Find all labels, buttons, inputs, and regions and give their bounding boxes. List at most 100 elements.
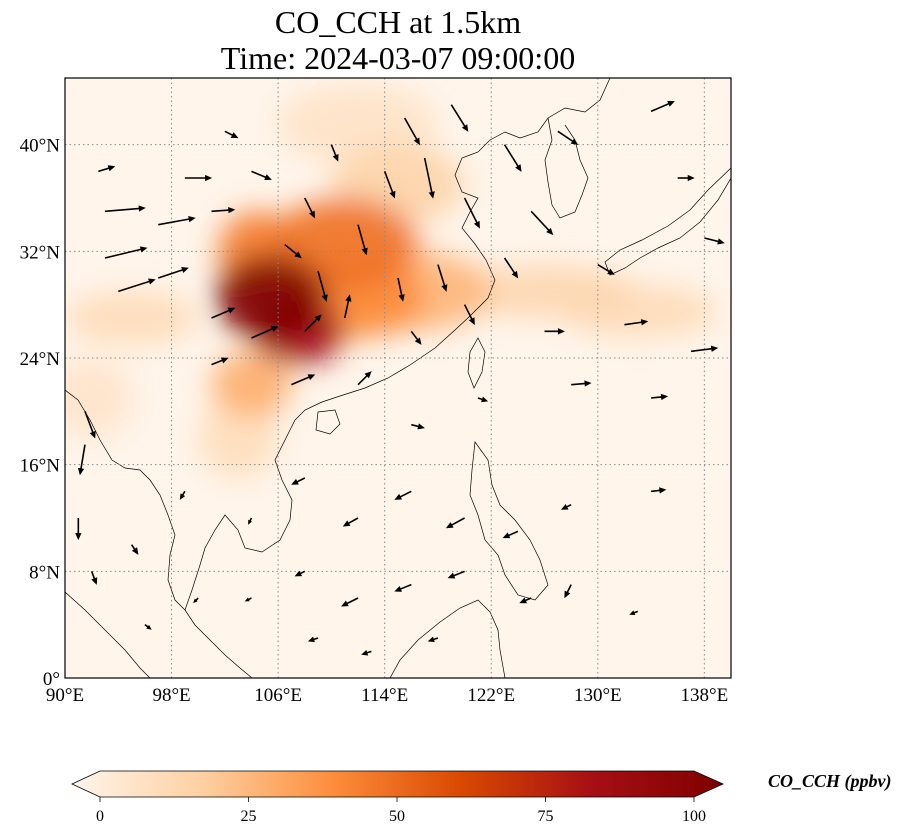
wind-arrow (179, 490, 186, 500)
wind-arrow (357, 371, 372, 386)
colorbar-tick-label: 0 (96, 808, 104, 825)
wind-arrow (411, 423, 425, 430)
wind-arrow (104, 205, 146, 213)
wind-arrow (651, 393, 669, 401)
wind-arrow (84, 411, 96, 439)
coastline-korea (544, 117, 589, 219)
wind-arrow (193, 597, 199, 604)
map-title-line1: CO_CCH at 1.5km (274, 4, 522, 40)
lon-tick-label: 90°E (46, 685, 84, 706)
lat-tick-label: 40°N (20, 136, 61, 157)
wind-arrow (291, 477, 306, 485)
wind-arrow (90, 571, 98, 585)
lat-tick-label: 16°N (20, 456, 61, 477)
wind-arrow (294, 570, 306, 577)
graticule (65, 78, 731, 678)
wind-arrow (330, 144, 339, 162)
wind-arrow (450, 104, 469, 132)
wind-arrow (544, 328, 565, 335)
wind-arrow (343, 294, 352, 319)
colorbar-tick-label: 75 (538, 808, 554, 825)
wind-arrow (560, 503, 572, 510)
wind-arrow (224, 130, 239, 139)
coastline-borneo (389, 599, 506, 678)
map-title-line2: Time: 2024-03-07 09:00:00 (220, 40, 576, 76)
wind-arrow (357, 224, 368, 256)
wind-arrow (251, 170, 272, 181)
lat-tick-label: 24°N (20, 349, 61, 370)
wind-arrow (118, 278, 156, 293)
wind-arrow (597, 263, 615, 275)
wind-arrow (304, 197, 315, 219)
lat-tick-label: 8°N (29, 562, 60, 583)
wind-arrow (211, 307, 236, 319)
coastline-china-east (294, 78, 611, 421)
coastlines (65, 78, 731, 678)
wind-arrow (397, 277, 405, 302)
wind-arrow (291, 374, 316, 386)
wind-arrow (284, 244, 302, 259)
wind-arrow (624, 319, 649, 326)
wind-arrow (502, 530, 519, 539)
wind-arrow (677, 174, 695, 182)
wind-arrow (650, 487, 667, 494)
wind-arrow (571, 380, 592, 387)
latitude-ticks: 0° 8°N 16°N 24°N 32°N 40°N (20, 136, 61, 690)
colorbar: 0 25 50 75 100 CO_CCH (ppbv) (71, 770, 892, 825)
colorbar-body (71, 770, 724, 798)
wind-arrow (130, 544, 139, 555)
wind-arrow (477, 396, 489, 403)
wind-arrow (304, 314, 322, 332)
lon-tick-label: 106°E (254, 685, 302, 706)
coastline-malay-peninsula (184, 609, 253, 678)
wind-arrow (530, 210, 554, 236)
wind-arrow (248, 517, 253, 525)
wind-arrow (403, 117, 420, 146)
lon-tick-label: 138°E (681, 685, 729, 706)
wind-arrow (251, 326, 279, 339)
wind-arrow (184, 174, 213, 182)
co-concentration-field (65, 84, 718, 478)
field-blob (215, 255, 328, 341)
wind-arrow (704, 237, 725, 245)
field-blob (65, 358, 132, 438)
wind-arrow (361, 649, 372, 656)
longitude-ticks: 90°E 98°E 106°E 114°E 122°E 130°E 138°E (46, 685, 728, 706)
coastline-philippines (469, 441, 549, 601)
wind-arrow (211, 206, 236, 214)
wind-arrow (519, 597, 532, 604)
wind-arrow (564, 584, 572, 599)
wind-arrow (244, 597, 252, 602)
wind-arrow (437, 264, 448, 292)
coastline-taiwan (467, 337, 486, 389)
wind-arrow (503, 144, 522, 172)
wind-arrow (157, 267, 189, 279)
map-panel (64, 77, 732, 679)
wind-arrow (75, 518, 82, 541)
colorbar-tick-label: 100 (682, 808, 706, 825)
wind-arrow (423, 157, 435, 199)
colorbar-tick-label: 25 (241, 808, 257, 825)
wind-arrow (410, 330, 422, 345)
wind-arrow (650, 100, 675, 113)
colorbar-label: CO_CCH (ppbv) (768, 771, 892, 792)
wind-arrow (307, 636, 319, 643)
coastline-indochina (65, 389, 296, 611)
lat-tick-label: 32°N (20, 242, 61, 263)
wind-arrow (463, 304, 475, 326)
wind-arrow (158, 216, 196, 226)
lat-tick-label: 0° (43, 669, 60, 690)
lon-tick-label: 130°E (574, 685, 622, 706)
wind-arrow (690, 345, 719, 353)
lon-tick-label: 114°E (361, 685, 408, 706)
wind-arrow (383, 171, 396, 199)
colorbar-tick-label: 50 (389, 808, 405, 825)
lon-tick-label: 98°E (152, 685, 190, 706)
coastline-hainan (315, 409, 341, 435)
wind-arrow (211, 357, 229, 366)
wind-vectors (75, 100, 725, 656)
map-frame (64, 77, 732, 679)
field-blob (211, 351, 292, 418)
field-blob (451, 264, 638, 319)
